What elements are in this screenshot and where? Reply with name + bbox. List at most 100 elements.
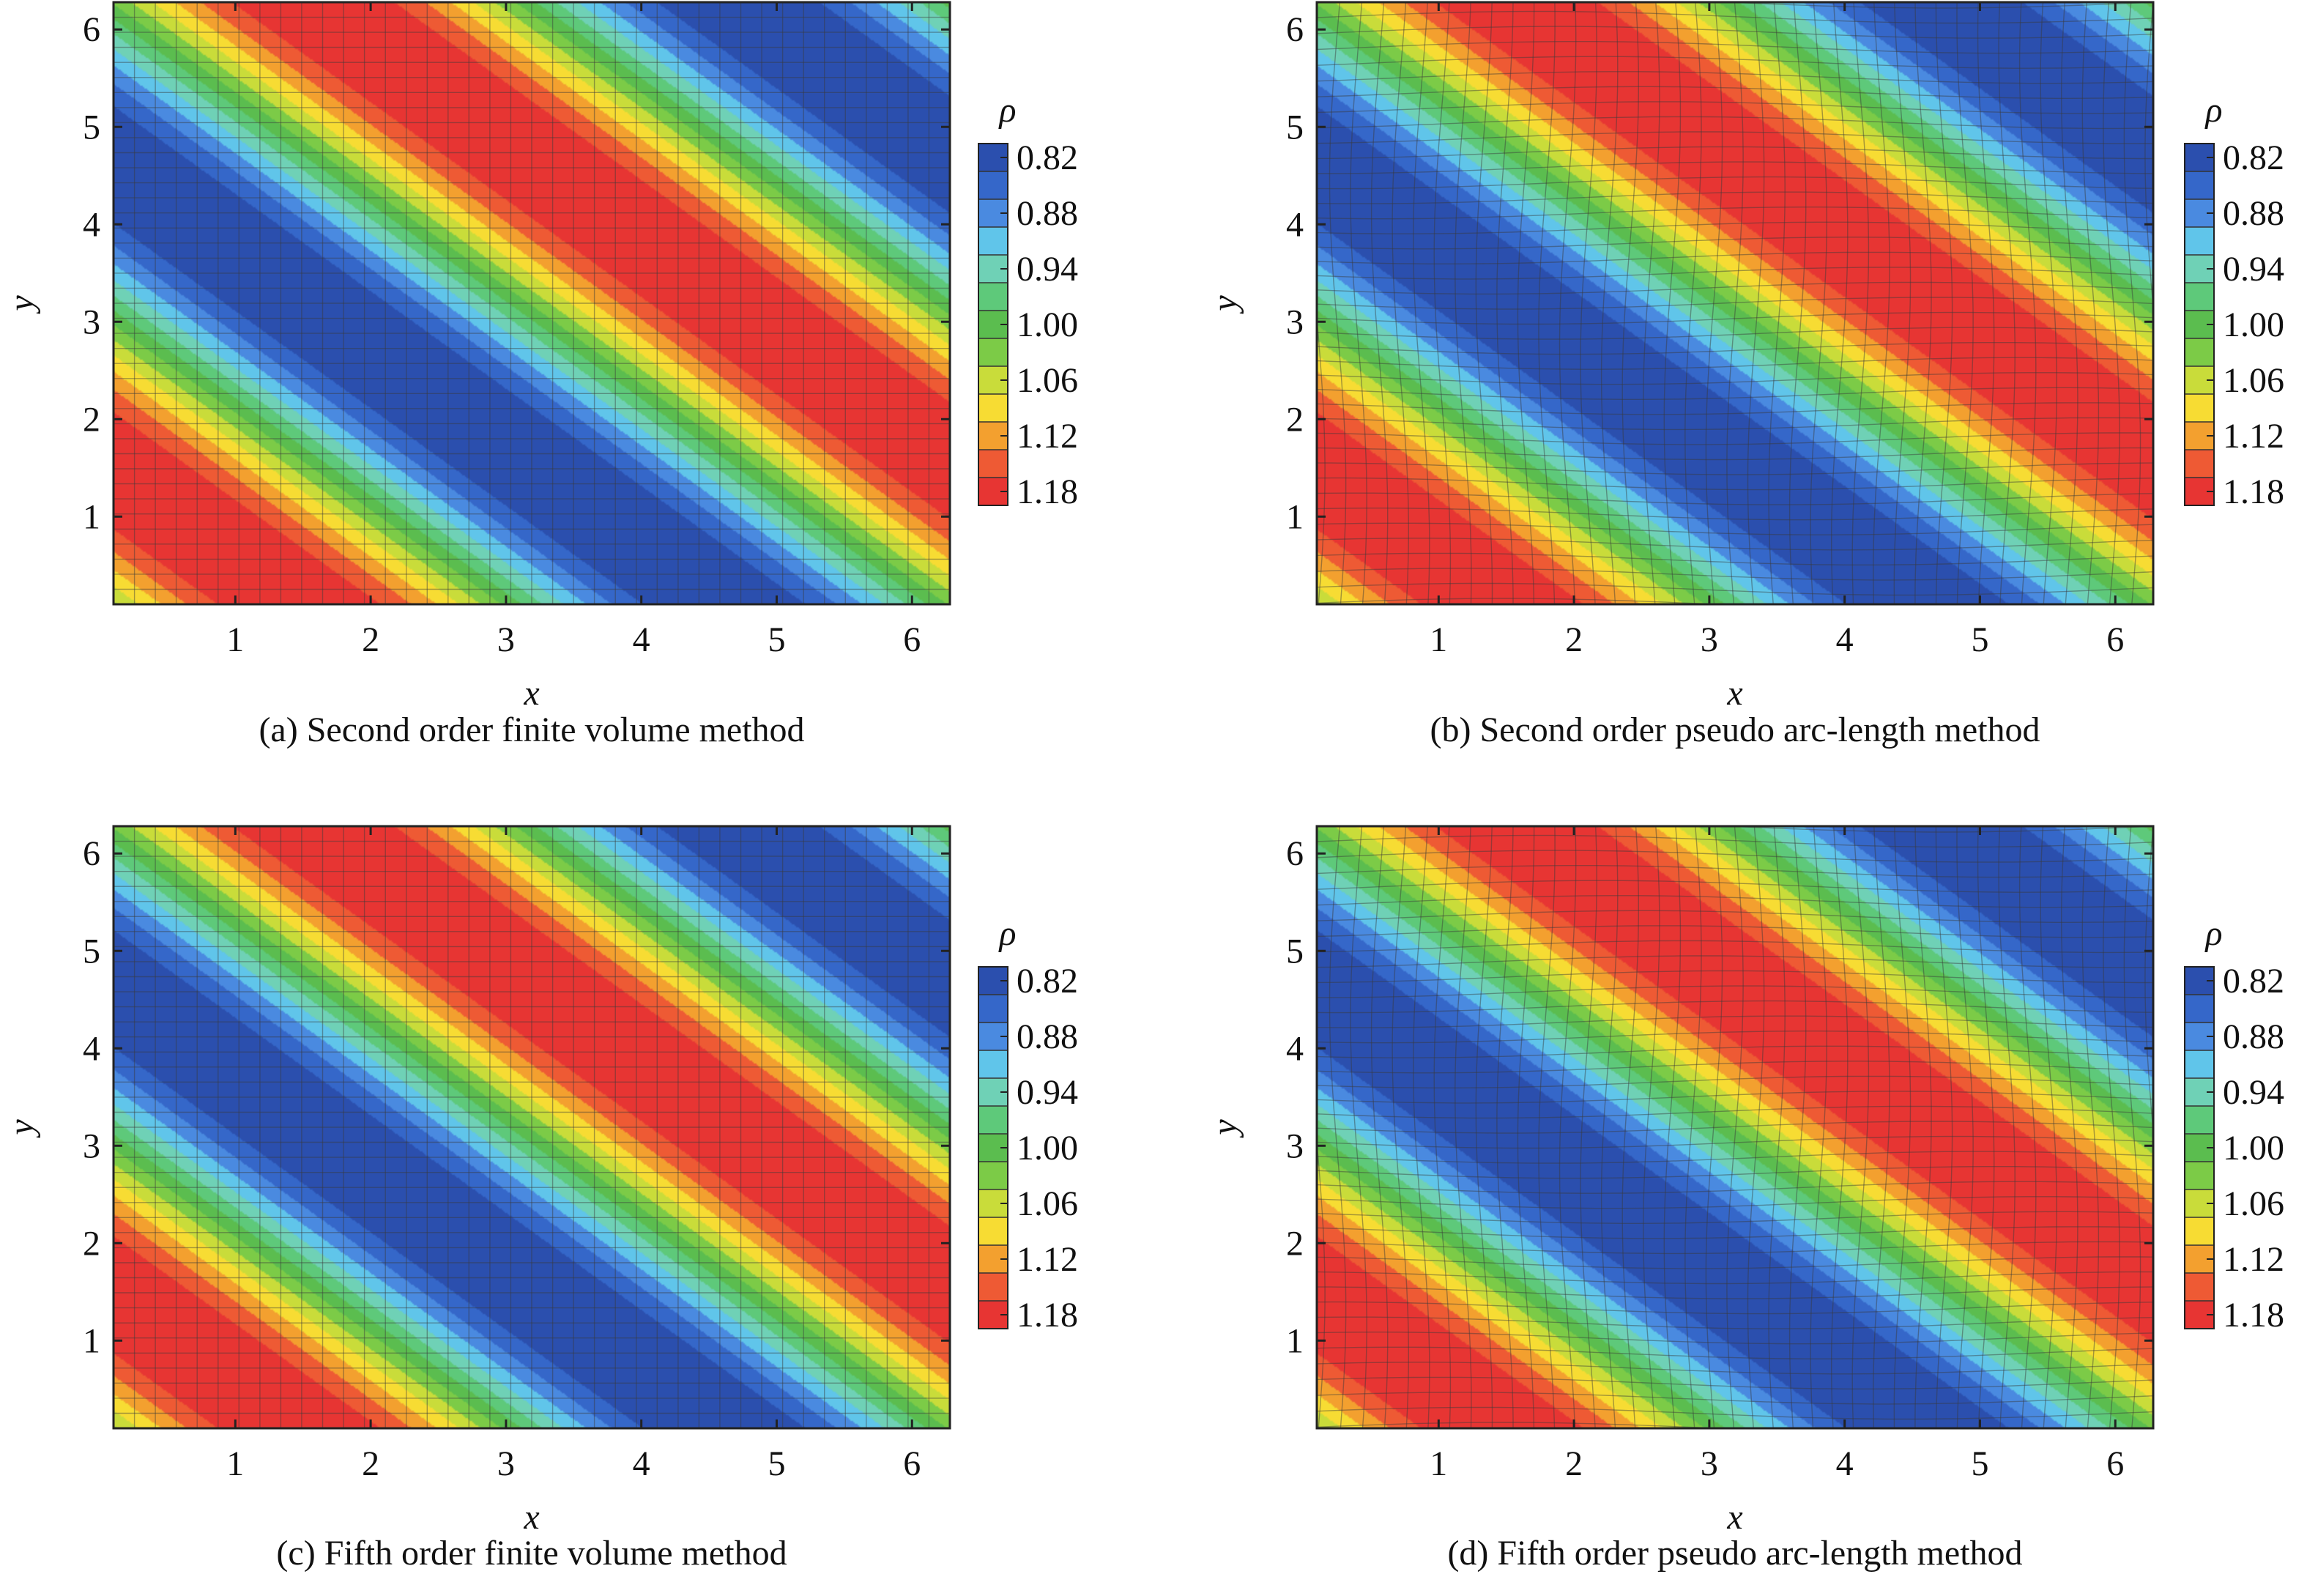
- colorbar-band: [978, 1273, 1008, 1302]
- mesh-line-x: [1413, 825, 1430, 1429]
- chart-a: 1 2 3 4 5 6 1 2 3 4 5 6 x y 0.82 0.88 0.94 1.00 1.06 1.12 1.…: [2, 1, 1078, 749]
- mesh-line-y: [1316, 1151, 2154, 1164]
- mesh-line-x: [1893, 825, 1912, 1429]
- mesh-line-y: [1316, 940, 2154, 954]
- colorbar-tick-label: 1.06: [2223, 361, 2284, 400]
- colorbar-band: [978, 995, 1008, 1023]
- mesh-line-x: [1580, 1, 1597, 605]
- caption-b: (b) Second order pseudo arc-length metho…: [1430, 710, 2040, 749]
- mesh-line-y: [1316, 297, 2154, 310]
- mesh-line-x: [1935, 825, 1953, 1429]
- y-tick-label: 1: [1286, 1321, 1304, 1360]
- y-tick-label: 3: [1286, 1127, 1304, 1165]
- mesh-line-y: [1316, 1271, 2153, 1285]
- mesh-line-x: [1538, 1, 1556, 605]
- x-axis-label: x: [523, 1498, 539, 1537]
- mesh-line-x: [2018, 1, 2037, 605]
- colorbar-band: [2185, 450, 2214, 478]
- mesh-line-y: [1316, 372, 2154, 385]
- x-tick-label: 5: [768, 620, 785, 659]
- mesh-line-y: [1316, 910, 2154, 923]
- y-axis-label: y: [1205, 295, 1244, 315]
- mesh-line-y: [1316, 834, 2154, 848]
- mesh-line-y: [1316, 1031, 2154, 1044]
- mesh-line-x: [1392, 825, 1409, 1429]
- x-tick-label: 5: [1971, 620, 1988, 659]
- mesh-line-y: [1316, 925, 2154, 938]
- colorbar-band: [978, 1050, 1008, 1079]
- x-tick-label: 3: [1701, 620, 1718, 659]
- y-tick-label: 4: [1286, 1029, 1304, 1068]
- mesh-line-y: [1316, 251, 2154, 264]
- colorbar-tick-label: 1.18: [1017, 1296, 1078, 1335]
- mesh-line-x: [1768, 825, 1786, 1429]
- mesh-line-y: [1316, 1091, 2154, 1104]
- colorbar-tick-label: 1.18: [2223, 1296, 2284, 1335]
- x-tick-label: 4: [1836, 620, 1854, 659]
- colorbar-band: [2185, 171, 2214, 200]
- colorbar-band: [2185, 227, 2214, 256]
- mesh-line-x: [1350, 825, 1367, 1429]
- x-tick-label: 1: [1430, 1444, 1447, 1483]
- mesh-line-y: [1316, 522, 2154, 535]
- mesh-line-x: [1392, 1, 1409, 605]
- mesh-line-y: [1316, 131, 2154, 144]
- mesh-line-x: [1684, 1, 1702, 605]
- y-tick-label: 4: [83, 1029, 100, 1068]
- y-tick-label: 4: [83, 205, 100, 244]
- field-image-c: [114, 826, 950, 1428]
- mesh-line-y: [1316, 41, 2154, 54]
- mesh-line-x: [2123, 1, 2141, 605]
- mesh-line-x: [2103, 1, 2120, 605]
- mesh-line-x: [1455, 825, 1472, 1429]
- colorbar-tick-label: 1.00: [2223, 1129, 2284, 1168]
- mesh-line-x: [1788, 825, 1807, 1429]
- mesh-line-x: [1705, 1, 1723, 605]
- mesh-line-y: [1316, 568, 2154, 581]
- y-tick-label: 3: [83, 1127, 100, 1165]
- mesh-line-x: [1705, 825, 1723, 1429]
- y-tick-label: 5: [83, 932, 100, 970]
- mesh-line-x: [1475, 825, 1493, 1429]
- y-tick-label: 2: [1286, 400, 1304, 439]
- mesh-line-y: [1317, 462, 2154, 475]
- colorbar-band: [2185, 338, 2214, 367]
- mesh-line-y: [1316, 850, 2154, 863]
- mesh-line-x: [1663, 825, 1682, 1429]
- colorbar-tick-label: 1.00: [1017, 1129, 1078, 1168]
- colorbar-tick-label: 1.18: [2223, 472, 2284, 511]
- colorbar-band: [978, 283, 1008, 311]
- y-tick-label: 2: [83, 1224, 100, 1263]
- colorbar-tick-label: 1.00: [2223, 305, 2284, 344]
- chart-b: 1 2 3 4 5 6 1 2 3 4 5 6 x y 0.82 0.88 0.94 1.00 1.06 1.12 1.…: [1205, 1, 2284, 749]
- colorbar-tick-label: 0.94: [1017, 250, 1078, 289]
- field-image-a: [114, 2, 950, 604]
- mesh-line-y: [1316, 895, 2154, 908]
- mesh-line-y: [1317, 1286, 2154, 1299]
- y-tick-label: 5: [83, 108, 100, 146]
- mesh-line-y: [1316, 970, 2153, 984]
- mesh-line-x: [1851, 1, 1870, 605]
- y-tick-label: 2: [1286, 1224, 1304, 1263]
- x-tick-label: 2: [1565, 1444, 1583, 1483]
- mesh-line-y: [1316, 1362, 2154, 1375]
- mesh-line-x: [1810, 1, 1827, 605]
- x-axis-label: x: [523, 674, 539, 713]
- y-tick-label: 6: [1286, 10, 1304, 49]
- colorbar-tick-label: 1.06: [1017, 1184, 1078, 1223]
- colorbar-b: 0.82 0.88 0.94 1.00 1.06 1.12 1.18 ρ: [2184, 91, 2284, 511]
- plot-frame-d: [1315, 825, 2155, 1430]
- mesh-line-y: [1316, 552, 2154, 565]
- mesh-line-y: [1316, 146, 2153, 160]
- mesh-line-y: [1317, 985, 2154, 998]
- mesh-line-x: [1496, 825, 1514, 1428]
- y-axis-label: y: [2, 1119, 41, 1139]
- mesh-line-y: [1316, 237, 2154, 250]
- colorbar-title: ρ: [2204, 91, 2222, 130]
- mesh-line-x: [1914, 1, 1932, 604]
- mesh-line-y: [1316, 327, 2154, 340]
- mesh-line-y: [1316, 116, 2154, 130]
- mesh-line-x: [1621, 1, 1639, 605]
- mesh-line-y: [1317, 161, 2154, 174]
- mesh-line-x: [1329, 825, 1347, 1429]
